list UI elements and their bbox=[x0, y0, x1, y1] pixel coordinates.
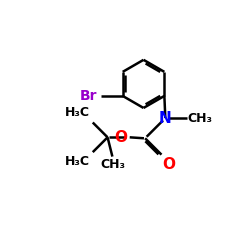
Text: O: O bbox=[114, 130, 127, 145]
Text: H₃C: H₃C bbox=[65, 155, 90, 168]
Text: CH₃: CH₃ bbox=[188, 112, 212, 124]
Text: N: N bbox=[159, 110, 172, 126]
Text: H₃C: H₃C bbox=[65, 106, 90, 120]
Text: CH₃: CH₃ bbox=[101, 158, 126, 172]
Text: O: O bbox=[162, 156, 175, 172]
Text: Br: Br bbox=[80, 89, 98, 103]
